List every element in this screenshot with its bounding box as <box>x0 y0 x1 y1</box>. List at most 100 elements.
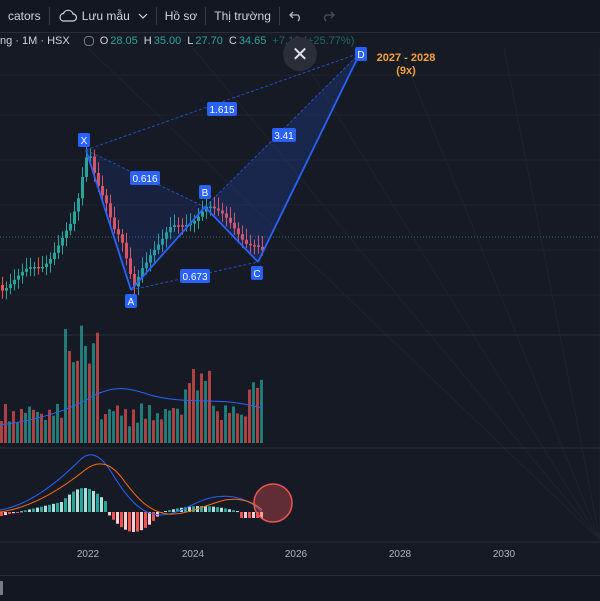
macd-histogram-bar <box>172 509 175 512</box>
point-b-label-bg <box>199 185 211 199</box>
point-a-label: A <box>125 294 137 308</box>
macd-cursor-highlight <box>253 483 293 523</box>
candle-body <box>229 217 232 223</box>
volume-bar <box>152 420 155 443</box>
candle-body <box>173 225 176 228</box>
market-label: Thị trường <box>214 9 271 23</box>
candle-body <box>69 223 72 231</box>
candle-body <box>17 275 20 280</box>
volume-bar <box>216 411 219 443</box>
macd-histogram-bar <box>52 503 55 512</box>
grid-line <box>192 47 600 541</box>
volume-bar <box>68 350 71 443</box>
macd-histogram-bar <box>56 502 59 512</box>
indicators-label: cators <box>8 9 41 23</box>
ratio-abc-label: 0.673 <box>180 269 210 283</box>
candle-body <box>213 206 216 209</box>
macd-histogram-bar <box>216 507 219 512</box>
volume-bar <box>64 329 67 443</box>
d-annotation-line1: 2027 - 2028 <box>376 52 436 64</box>
volume-bar <box>240 414 243 443</box>
redo-button[interactable] <box>312 0 344 32</box>
macd-histogram-bar <box>16 512 19 513</box>
ratio-xab-label-bg <box>130 171 160 185</box>
macd-histogram-bar <box>60 502 63 512</box>
macd-histogram-bar <box>24 510 27 512</box>
candle-body <box>193 220 196 224</box>
macd-histogram-bar <box>208 506 211 512</box>
legend-dot[interactable] <box>83 36 94 46</box>
macd-histogram-bar <box>36 507 39 512</box>
volume-bar <box>220 420 223 443</box>
candle-body <box>165 232 168 239</box>
candle-body <box>101 185 104 196</box>
volume-bar <box>148 405 151 443</box>
point-d-label: D <box>355 47 367 61</box>
macd-histogram-bar <box>92 490 95 512</box>
volume-bar <box>124 409 127 443</box>
volume-bar <box>132 409 135 443</box>
indicators-button[interactable]: cators <box>0 0 49 32</box>
time-axis-label: 2030 <box>493 549 516 560</box>
ratio-xab-label: 0.616 <box>130 171 160 185</box>
point-x-label-text: X <box>81 136 88 147</box>
ratio-bcd-label: 3.41 <box>272 128 296 142</box>
macd-histogram-bar <box>0 512 3 516</box>
macd-histogram-bar <box>108 512 111 516</box>
volume-bar <box>120 415 123 443</box>
macd-histogram-bar <box>140 512 143 531</box>
volume-bar <box>136 422 139 443</box>
cloud-icon <box>59 9 77 22</box>
macd-histogram-bar <box>120 512 123 528</box>
volume-bar <box>160 419 163 443</box>
ratio-abc-label-text: 0.673 <box>182 272 207 283</box>
macd-histogram-bar <box>136 512 139 532</box>
close-button[interactable]: ✕ <box>283 37 317 71</box>
candle-body <box>161 238 164 245</box>
macd-histogram-bar <box>28 509 31 512</box>
time-axis-label: 2024 <box>182 549 205 560</box>
volume-bar <box>76 360 79 443</box>
volume-bar <box>176 408 179 443</box>
candle-body <box>181 225 184 227</box>
candle-body <box>105 195 108 204</box>
macd-line <box>0 454 263 516</box>
save-template-button[interactable]: Lưu mẫu <box>50 0 156 32</box>
time-axis-label: 2026 <box>285 549 308 560</box>
volume-bar <box>192 368 195 443</box>
macd-histogram-bar <box>236 511 239 513</box>
market-button[interactable]: Thị trường <box>206 0 279 32</box>
volume-bar <box>80 325 83 443</box>
candle-body <box>217 208 220 211</box>
profile-button[interactable]: Hồ sơ <box>157 0 206 32</box>
open-label: O <box>99 35 109 47</box>
candle-body <box>21 271 24 276</box>
panel-toggle-icon[interactable] <box>0 581 6 595</box>
volume-bar <box>128 426 131 443</box>
macd-histogram-bar <box>4 512 7 516</box>
volume-bar <box>56 403 59 443</box>
volume-bar <box>52 415 55 443</box>
ratio-bcd-label-bg <box>272 128 296 142</box>
candle-body <box>121 234 124 243</box>
candle-body <box>125 242 128 259</box>
volume-panel <box>0 325 263 443</box>
candle-body <box>169 227 172 233</box>
candle-body <box>41 266 44 269</box>
volume-bar <box>40 413 43 443</box>
macd-histogram-bar <box>148 512 151 525</box>
volume-bar <box>28 406 31 443</box>
ratio-xab-label-text: 0.616 <box>132 174 157 185</box>
volume-bar <box>200 373 203 443</box>
high-label: H <box>143 35 152 47</box>
candle-body <box>53 252 56 259</box>
candle-body <box>93 156 96 173</box>
macd-histogram-bar <box>176 508 179 512</box>
volume-bar <box>44 419 47 443</box>
macd-histogram-bar <box>132 512 135 532</box>
toolbar-divider <box>155 7 157 25</box>
undo-button[interactable] <box>280 0 312 32</box>
macd-histogram-bar <box>224 508 227 512</box>
grid-line <box>87 47 600 541</box>
